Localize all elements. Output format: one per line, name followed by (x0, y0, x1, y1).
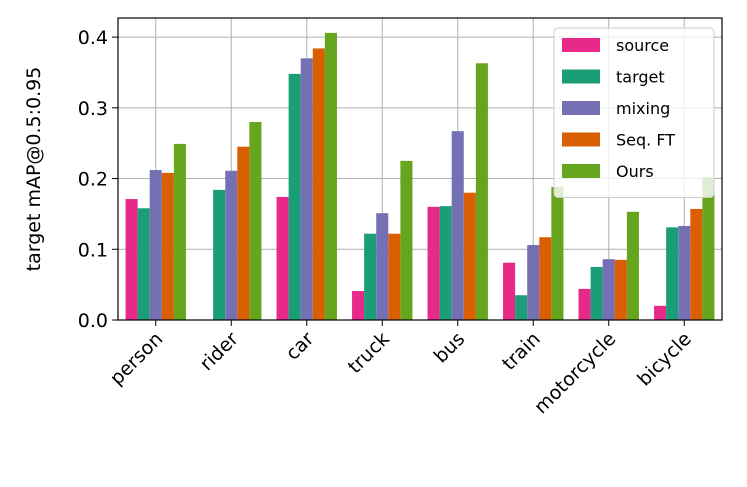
x-tick-label: person (106, 328, 168, 390)
x-tick-label: bicycle (633, 328, 696, 391)
bar (539, 237, 552, 320)
legend-swatch (562, 132, 600, 147)
bar (475, 63, 488, 320)
bar (288, 73, 301, 320)
bar (225, 170, 238, 320)
bar (614, 259, 627, 320)
legend-label: Seq. FT (616, 131, 675, 150)
bar (137, 208, 150, 320)
bar (702, 177, 715, 320)
bar (654, 305, 667, 320)
bar (666, 227, 679, 320)
legend-swatch (562, 164, 600, 178)
bar (400, 160, 413, 320)
bar (690, 208, 703, 320)
y-tick-label: 0.2 (78, 169, 108, 191)
bar (249, 121, 262, 320)
legend-swatch (562, 101, 600, 115)
bar (149, 170, 162, 320)
legend-label: source (616, 36, 669, 55)
bar (364, 233, 377, 320)
bar (427, 206, 440, 320)
bar (463, 192, 476, 320)
bar (352, 291, 365, 320)
x-tick-label: bus (430, 328, 470, 368)
bar (125, 199, 138, 320)
plot-frame (117, 17, 723, 321)
x-tick-label: truck (344, 328, 394, 378)
bar (237, 146, 250, 320)
bar (439, 206, 452, 320)
bar (276, 196, 289, 320)
y-tick-label: 0.0 (78, 310, 108, 332)
bar (678, 225, 691, 320)
legend-swatch (562, 69, 600, 84)
bar (503, 262, 516, 320)
bar (515, 295, 528, 320)
x-tick-label: car (282, 328, 319, 365)
bar (551, 187, 564, 320)
bar (578, 288, 591, 320)
y-tick-label: 0.3 (78, 98, 108, 120)
bar (300, 58, 313, 321)
legend-label: Ours (616, 162, 654, 181)
bar (376, 213, 389, 320)
bar (590, 266, 603, 320)
bar (213, 189, 226, 320)
x-tick-label: rider (196, 328, 243, 375)
bar (161, 172, 174, 320)
bar (324, 32, 337, 321)
bar (527, 245, 540, 320)
y-tick-label: 0.1 (78, 239, 108, 261)
y-axis-label: target mAP@0.5:0.95 (23, 67, 45, 272)
bar (602, 259, 615, 320)
bar (388, 233, 401, 320)
legend-label: mixing (616, 99, 670, 118)
x-tick-label: motorcycle (530, 328, 620, 418)
bar (312, 48, 325, 321)
legend-swatch (562, 38, 600, 52)
bar (451, 131, 464, 320)
bar (173, 143, 186, 320)
y-tick-label: 0.4 (78, 27, 108, 49)
x-tick-label: train (498, 328, 545, 375)
bar (626, 211, 639, 320)
legend-label: target (616, 68, 665, 87)
